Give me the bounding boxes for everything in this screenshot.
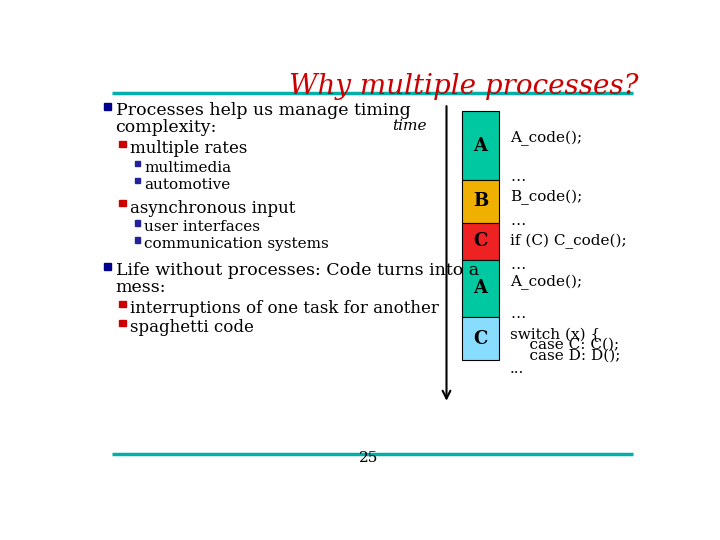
Bar (104, 264, 111, 271)
Text: Life without processes: Code turns into a: Life without processes: Code turns into … (116, 262, 479, 279)
Text: B: B (473, 192, 488, 211)
Text: B_code();: B_code(); (510, 190, 582, 205)
Bar (135, 178, 140, 184)
Text: …: … (510, 258, 526, 272)
Text: user interfaces: user interfaces (144, 220, 260, 234)
Text: case C: C();: case C: C(); (510, 338, 619, 352)
Text: interruptions of one task for another: interruptions of one task for another (130, 300, 438, 318)
Text: automotive: automotive (144, 178, 230, 192)
Text: mess:: mess: (116, 279, 166, 296)
Bar (462, 318, 499, 360)
Text: A_code();: A_code(); (510, 130, 582, 146)
Text: time: time (392, 119, 427, 133)
Bar (462, 180, 499, 222)
Bar (120, 301, 126, 307)
Text: A: A (474, 280, 487, 298)
Text: communication systems: communication systems (144, 237, 329, 251)
Bar (104, 103, 111, 110)
Text: A_code();: A_code(); (510, 275, 582, 290)
Text: ...: ... (510, 362, 524, 376)
Text: asynchronous input: asynchronous input (130, 200, 295, 217)
Text: C: C (474, 329, 487, 348)
Text: switch (x) {: switch (x) { (510, 328, 600, 342)
Text: …: … (510, 171, 526, 185)
Bar (120, 320, 126, 326)
Text: case D: D();: case D: D(); (510, 348, 621, 362)
Text: spaghetti code: spaghetti code (130, 319, 253, 336)
Bar (120, 141, 126, 147)
Bar (462, 260, 499, 318)
Text: …: … (510, 214, 526, 228)
Text: multiple rates: multiple rates (130, 140, 247, 157)
Text: complexity:: complexity: (116, 119, 217, 136)
Text: 25: 25 (359, 451, 379, 465)
Text: Processes help us manage timing: Processes help us manage timing (116, 102, 410, 119)
Text: if (C) C_code();: if (C) C_code(); (510, 233, 626, 249)
FancyArrowPatch shape (443, 106, 451, 399)
Bar (462, 222, 499, 260)
Text: multimedia: multimedia (144, 161, 231, 175)
Bar (135, 220, 140, 226)
Bar (120, 200, 126, 206)
Bar (135, 161, 140, 166)
Text: …: … (510, 307, 526, 321)
Bar (462, 111, 499, 180)
Text: A: A (474, 137, 487, 154)
Text: Why multiple processes?: Why multiple processes? (289, 72, 639, 99)
Bar (135, 237, 140, 242)
Text: C: C (474, 232, 487, 250)
